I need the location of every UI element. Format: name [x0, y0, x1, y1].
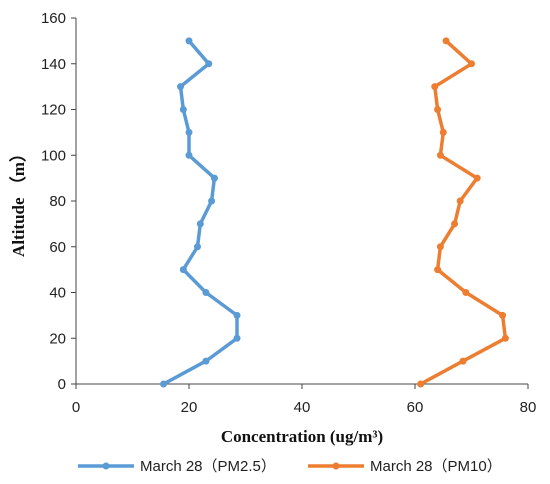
y-tick-label: 0: [58, 376, 66, 393]
series-line: [162, 39, 239, 386]
y-tick-label: 40: [49, 285, 66, 302]
series-line: [419, 39, 508, 386]
legend-item: March 28（PM2.5）: [78, 458, 276, 475]
data-point: [499, 311, 507, 319]
data-point: [451, 220, 459, 228]
data-point: [442, 37, 450, 45]
data-point: [468, 60, 475, 68]
data-point: [210, 174, 218, 182]
y-tick-label: 120: [41, 102, 66, 119]
y-tick-label: 100: [41, 147, 66, 164]
data-point: [208, 197, 216, 205]
y-tick-label: 60: [49, 239, 66, 256]
x-tick-label: 80: [520, 399, 537, 416]
data-point: [473, 174, 481, 182]
y-tick-label: 80: [49, 193, 66, 210]
data-point: [179, 106, 187, 113]
y-ticks: 0 20 40 60 80 100 120 140 160: [41, 10, 76, 393]
data-point: [185, 151, 193, 159]
data-point: [202, 289, 210, 296]
data-point: [193, 243, 201, 251]
legend-label: March 28（PM10）: [370, 458, 502, 475]
data-point: [434, 106, 442, 113]
data-point: [185, 128, 193, 136]
data-point: [160, 380, 168, 388]
y-axis-title: Altitude （m）: [8, 145, 28, 257]
series-pm10: [417, 37, 509, 388]
y-tick-label: 20: [49, 330, 66, 347]
series-pm25: [160, 37, 241, 388]
data-point: [439, 128, 447, 136]
x-ticks: 0 20 40 60 80: [72, 384, 537, 416]
data-point: [233, 311, 241, 319]
y-tick-label: 160: [41, 10, 66, 27]
data-point: [436, 243, 444, 251]
data-point: [185, 37, 193, 45]
data-point: [436, 151, 444, 159]
series-layer: [160, 37, 509, 388]
legend-swatch-marker: [102, 462, 110, 470]
y-tick-label: 140: [41, 56, 66, 73]
x-tick-label: 0: [72, 399, 80, 416]
data-point: [179, 266, 187, 274]
legend-swatch-marker: [332, 462, 340, 470]
data-point: [456, 197, 464, 205]
data-point: [462, 289, 470, 296]
plot-area: 0 20 40 60 80 0 20 40 60 80 100 120 140 160: [41, 10, 536, 416]
x-tick-label: 20: [181, 399, 198, 416]
data-point: [431, 83, 439, 91]
data-point: [459, 357, 467, 365]
x-tick-label: 40: [294, 399, 311, 416]
legend-item: March 28（PM10）: [308, 458, 502, 475]
x-axis-title: Concentration (ug/m³): [221, 427, 383, 446]
data-point: [501, 334, 509, 342]
data-point: [205, 60, 213, 68]
legend: March 28（PM2.5） March 28（PM10）: [78, 458, 502, 475]
data-point: [202, 357, 210, 365]
data-point: [233, 334, 241, 342]
data-point: [417, 380, 425, 388]
legend-label: March 28（PM2.5）: [140, 458, 276, 475]
data-point: [434, 266, 442, 274]
data-point: [196, 220, 204, 228]
x-tick-label: 60: [407, 399, 424, 416]
data-point: [177, 83, 185, 91]
